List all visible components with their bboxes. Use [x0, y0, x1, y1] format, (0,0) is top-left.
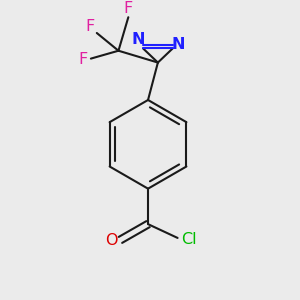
- Text: F: F: [78, 52, 88, 67]
- Text: N: N: [131, 32, 145, 47]
- Text: F: F: [85, 19, 94, 34]
- Text: F: F: [124, 1, 133, 16]
- Text: N: N: [172, 37, 185, 52]
- Text: O: O: [105, 233, 118, 248]
- Text: Cl: Cl: [182, 232, 197, 247]
